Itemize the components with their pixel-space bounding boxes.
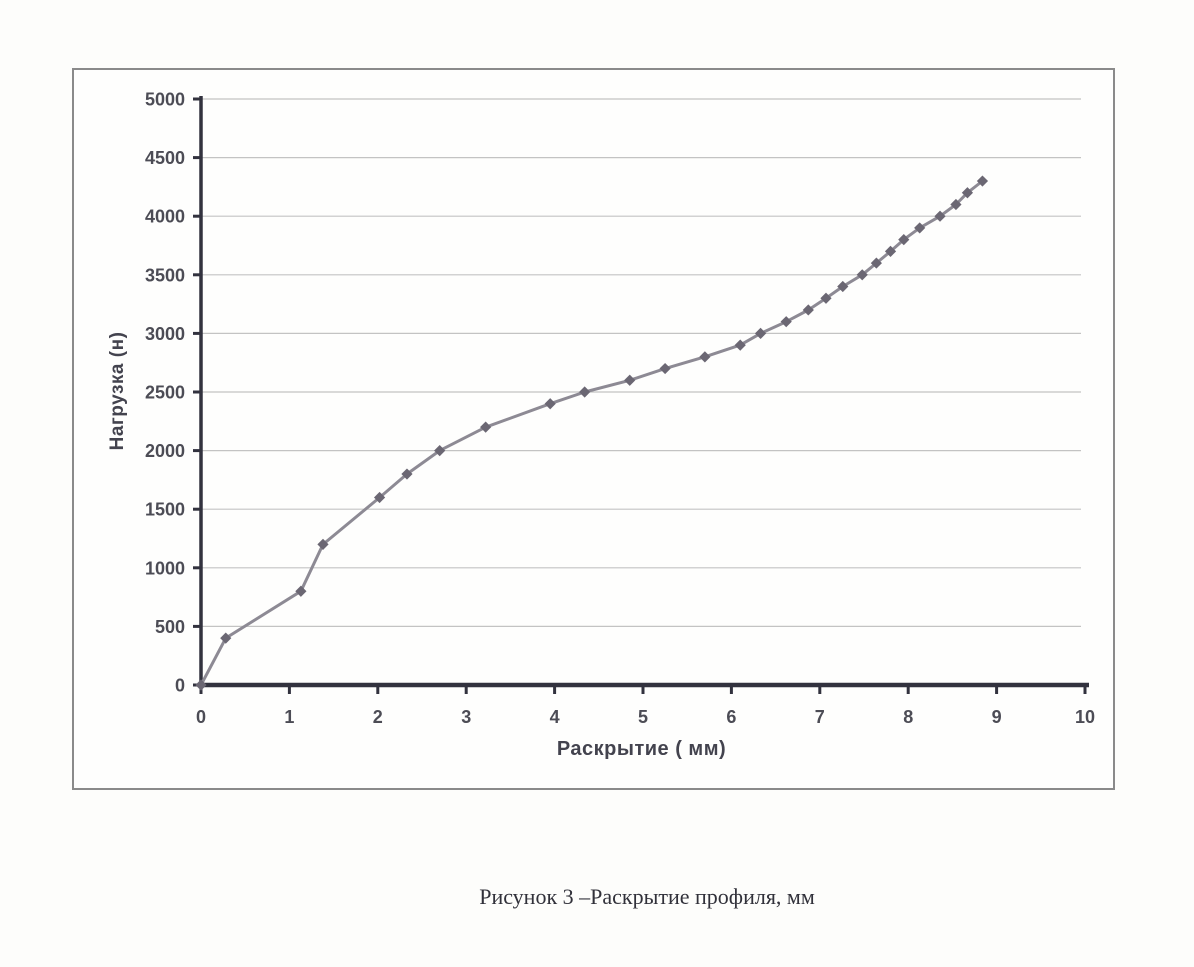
data-point-marker-3300: [820, 292, 832, 304]
data-point-marker-3500: [856, 269, 868, 281]
y-tick-label-0: 0: [175, 676, 185, 696]
figure-caption: Рисунок 3 –Раскрытие профиля, мм: [479, 884, 815, 909]
data-point-marker-3900: [914, 222, 926, 234]
load-vs-opening-chart: 0 500 1000 1500 2000 2500 3000 3500 4000 4500 5000…: [145, 90, 1095, 728]
y-tick-label-3000: 3000: [145, 324, 185, 344]
x-tick-label-6: 6: [726, 707, 736, 727]
y-tick-label-1000: 1000: [145, 558, 185, 578]
x-tick-label-10: 10: [1075, 707, 1095, 727]
y-axis-title: Нагрузка (н): [107, 331, 128, 451]
data-point-marker-2600: [624, 374, 636, 386]
series-line: [199, 179, 984, 686]
data-point-marker-2500: [579, 386, 591, 398]
x-tick-label-9: 9: [992, 707, 1002, 727]
data-point-marker-1600: [373, 491, 386, 504]
y-tick-label-4000: 4000: [145, 207, 185, 227]
x-tick-label-5: 5: [638, 707, 648, 727]
data-point-marker-3100: [780, 316, 792, 328]
data-point-marker-4100: [950, 198, 962, 211]
y-tick-label-4500: 4500: [145, 148, 185, 168]
data-point-marker-1200: [317, 538, 329, 550]
data-point-marker-2400: [544, 398, 556, 410]
x-tick-label-7: 7: [815, 707, 825, 727]
y-tick-label-5000: 5000: [145, 90, 185, 110]
data-point-marker-3700: [884, 245, 897, 257]
y-tick-label-2000: 2000: [145, 441, 185, 461]
data-point-marker-3000: [754, 327, 767, 339]
data-point-marker-0: [195, 679, 207, 691]
x-tick-label-0: 0: [196, 707, 206, 727]
data-point-marker-4300: [976, 175, 989, 187]
y-tick-label-1500: 1500: [145, 500, 185, 520]
x-tick-label-4: 4: [550, 707, 560, 727]
x-tick-label-1: 1: [284, 707, 294, 727]
data-point-marker-4000: [934, 210, 946, 222]
chart-frame: 0 500 1000 1500 2000 2500 3000 3500 4000 4500 5000…: [72, 68, 1115, 790]
y-tick-label-3500: 3500: [145, 265, 185, 285]
data-point-marker-2000: [434, 445, 446, 457]
y-tick-label-500: 500: [155, 617, 185, 637]
data-point-marker-3800: [898, 234, 910, 246]
data-point-marker-1800: [401, 468, 413, 480]
x-tick-label-2: 2: [373, 707, 383, 727]
data-point-marker-2800: [699, 351, 711, 363]
x-axis-title: Раскрытие ( мм): [556, 738, 727, 760]
data-point-marker-400: [220, 632, 232, 644]
data-point-marker-2700: [659, 362, 671, 375]
data-point-marker-4200: [961, 187, 974, 199]
y-tick-label-2500: 2500: [145, 383, 185, 403]
x-tick-label-8: 8: [903, 707, 913, 727]
x-tick-label-3: 3: [461, 707, 471, 727]
data-point-marker-2900: [734, 339, 746, 351]
data-point-marker-2200: [480, 421, 492, 433]
